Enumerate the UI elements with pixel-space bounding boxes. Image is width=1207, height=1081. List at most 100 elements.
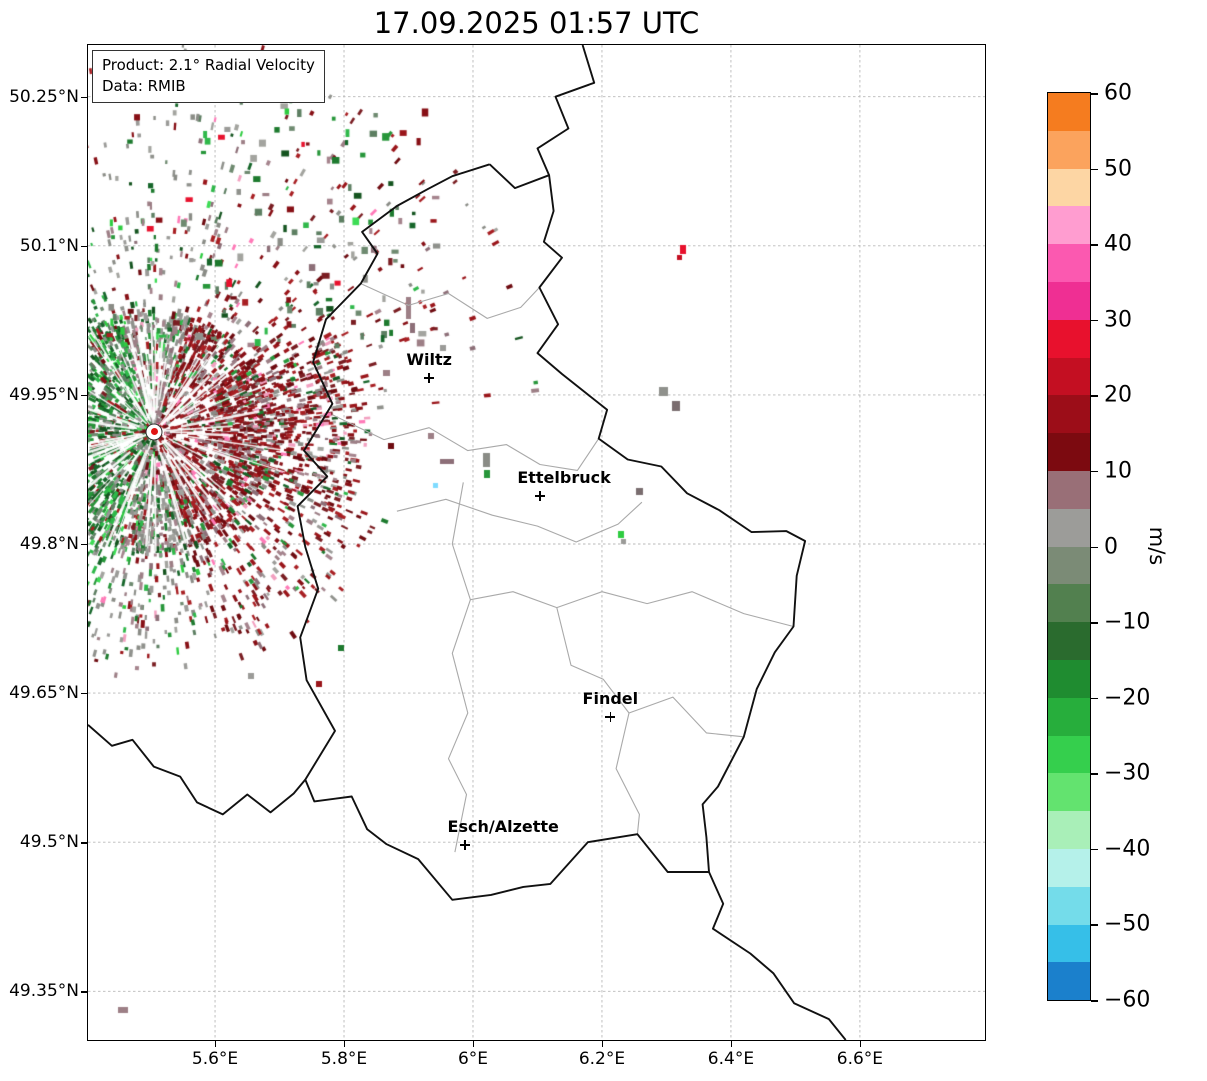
colorbar-segment [1048,433,1090,471]
map-borders-layer [88,45,847,1040]
colorbar-tick-label: 0 [1104,534,1118,559]
colorbar-segment [1048,924,1090,963]
country-border [296,163,807,901]
city-plus-icon [609,711,612,722]
y-tick-mark [81,245,87,248]
x-tick-mark [730,1041,733,1047]
colorbar-segment [1048,773,1090,812]
colorbar-segment [1048,206,1090,245]
x-tick-label: 6.2°E [578,1049,626,1069]
y-tick-label: 49.65°N [9,683,79,704]
colorbar-segment [1048,546,1090,585]
colorbar-segment [1048,508,1090,547]
y-tick-mark [81,991,87,993]
colorbar-segment [1048,244,1090,282]
colorbar-segment [1048,697,1090,736]
x-tick-label: 6.4°E [707,1049,755,1069]
y-tick-mark [81,543,87,546]
annotation-data-line: Data: RMIB [102,77,186,95]
city-plus-icon [464,840,467,851]
colorbar-tick-label: −60 [1104,987,1151,1013]
colorbar-tick-mark [1091,546,1098,548]
colorbar-tick-mark [1091,244,1098,246]
y-tick-mark [81,693,87,695]
country-border [536,45,596,176]
colorbar-tick-mark [1091,395,1098,397]
colorbar-segment [1048,622,1090,660]
district-border [470,591,794,628]
colorbar-tick-mark [1091,622,1098,624]
colorbar-tick-label: −20 [1104,685,1151,711]
city-label: Ettelbruck [517,468,611,488]
y-tick-label: 50.1°N [19,235,79,256]
colorbar-tick-label: −40 [1104,836,1151,862]
y-tick-mark [81,394,87,397]
colorbar-tick-label: 40 [1104,231,1132,257]
city-plus-icon [539,491,541,502]
radar-echo-canvas [88,45,985,1040]
colorbar-tick-label: −10 [1104,609,1151,635]
colorbar-segment [1048,168,1090,207]
x-tick-label: 5.6°E [191,1049,239,1069]
colorbar-segment [1048,470,1090,509]
colorbar-tick-mark [1091,773,1098,775]
x-tick-label: 6°E [457,1049,488,1069]
colorbar-tick-mark [1091,470,1098,473]
y-tick-mark [81,842,87,844]
x-tick-label: 6.6°E [836,1049,884,1069]
colorbar-segment [1048,962,1090,1001]
x-tick-label: 5.8°E [320,1049,368,1069]
radar-site-marker [145,423,163,441]
x-tick-mark [859,1041,862,1047]
country-border [88,724,307,816]
radar-site-dot [150,428,158,436]
y-tick-label: 49.95°N [9,384,79,405]
colorbar-tick-mark [1091,319,1098,322]
district-border [556,607,640,835]
colorbar-unit-label: m/s [1145,526,1169,566]
y-tick-label: 50.25°N [9,86,79,107]
colorbar-segment [1048,395,1090,434]
city-label: Esch/Alzette [447,817,559,837]
colorbar-segment [1048,93,1090,131]
colorbar-segment [1048,584,1090,623]
colorbar-tick-label: −50 [1104,911,1151,937]
colorbar-tick-label: 50 [1104,156,1132,182]
colorbar-segment [1048,735,1090,774]
district-border [447,482,471,853]
x-tick-mark [344,1041,346,1047]
map-plot-area [87,44,986,1041]
x-tick-mark [215,1041,217,1047]
colorbar [1047,92,1091,1001]
product-annotation-box: Product: 2.1° Radial Velocity Data: RMIB [92,50,325,103]
y-tick-mark [81,96,87,99]
district-border [396,498,643,543]
colorbar-tick-label: 20 [1104,382,1132,408]
district-border [628,696,744,738]
colorbar-tick-label: −30 [1104,760,1151,786]
x-tick-mark [601,1041,604,1047]
colorbar-segment [1048,281,1090,320]
colorbar-tick-label: 10 [1104,458,1132,484]
country-border [708,871,847,1040]
colorbar-segment [1048,659,1090,698]
colorbar-tick-mark [1091,93,1098,95]
colorbar-segment [1048,130,1090,169]
colorbar-segment [1048,319,1090,358]
colorbar-segment [1048,357,1090,396]
colorbar-tick-mark [1091,924,1098,926]
y-tick-label: 49.5°N [19,832,79,853]
colorbar-tick-mark [1091,848,1098,851]
annotation-product-line: Product: 2.1° Radial Velocity [102,56,315,74]
colorbar-tick-mark [1091,168,1098,171]
colorbar-tick-mark [1091,697,1098,700]
colorbar-tick-label: 30 [1104,307,1132,333]
y-tick-label: 49.8°N [19,533,79,554]
colorbar-segment [1048,811,1090,849]
city-label: Wiltz [406,349,452,369]
city-label: Findel [582,688,639,708]
colorbar-segment [1048,886,1090,925]
city-plus-icon [428,372,430,383]
colorbar-tick-label: 60 [1104,80,1132,106]
